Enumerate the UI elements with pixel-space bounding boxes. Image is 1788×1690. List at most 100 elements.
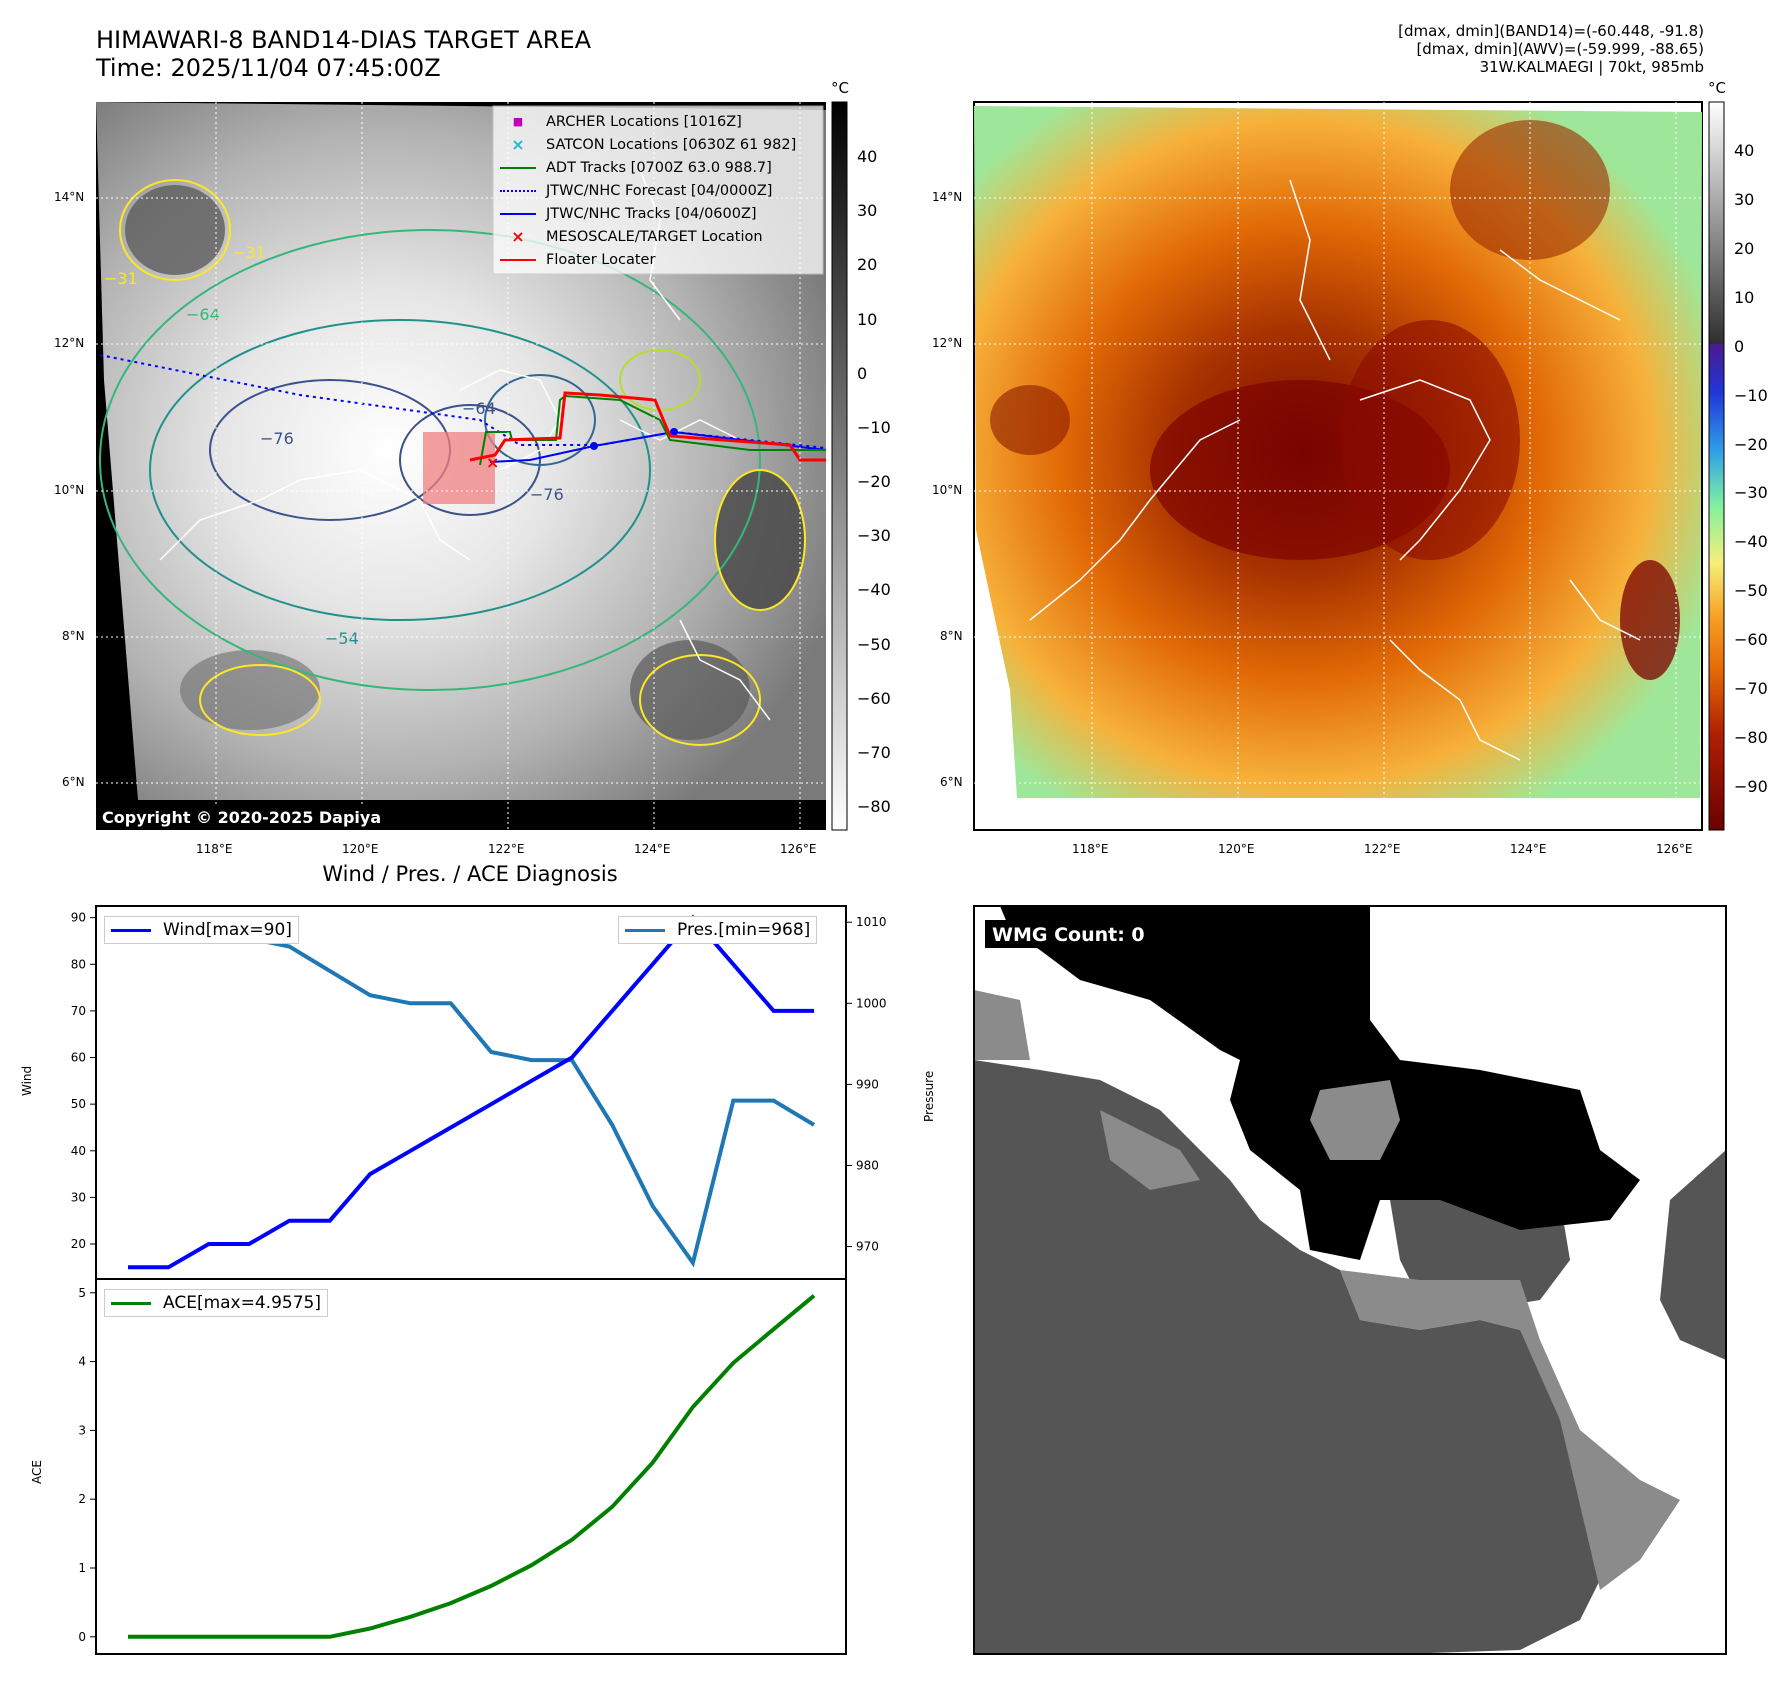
wmg-light-fringe <box>1310 1080 1400 1160</box>
coastline <box>679 619 771 721</box>
contour-ring <box>399 404 541 516</box>
awv-colorbar-tick: 0 <box>1734 336 1745 356</box>
coastline <box>1289 179 1331 361</box>
ir-colorbar-tick: 20 <box>857 255 878 275</box>
ir-colorbar-tick: −40 <box>857 580 891 600</box>
awv-panel <box>973 101 1703 831</box>
adt-track <box>479 394 826 466</box>
ir-colorbar-tick: 40 <box>857 147 878 166</box>
wmg-count-box <box>985 920 1163 948</box>
coastline <box>459 369 561 471</box>
awv-lon-label: 122°E <box>1364 842 1401 856</box>
awv-colorbar-top <box>1709 102 1724 344</box>
figure-title: HIMAWARI-8 BAND14-DIAS TARGET AREA Time:… <box>96 26 591 82</box>
wmg-light-fringe <box>1100 1110 1200 1190</box>
ir-cold-patch <box>180 650 320 730</box>
contour-label: −31 <box>104 269 138 288</box>
wind-axis-tick-label: 30 <box>71 1190 86 1204</box>
ace-legend: ACE[max=4.9575] <box>104 1289 328 1317</box>
legend-symbol-icon: ■ <box>512 115 524 128</box>
wind-legend-label: Wind[max=90] <box>163 920 292 940</box>
contour-ring <box>484 374 596 466</box>
contour-ring <box>639 654 761 746</box>
wind-legend-swatch <box>111 928 151 932</box>
ir-colorbar-tick: 30 <box>857 201 878 221</box>
ir-colorbar-tick: −20 <box>857 472 891 491</box>
pres-axis-tick-label: 980 <box>856 1158 879 1172</box>
ace-legend-label: ACE[max=4.9575] <box>163 1293 321 1313</box>
legend-label: ARCHER Locations [1016Z] <box>546 113 742 130</box>
awv-lat-label: 6°N <box>940 775 963 789</box>
legend-entry: × MESOSCALE/TARGET Location <box>500 225 796 248</box>
legend-entry: × SATCON Locations [0630Z 61 982] <box>500 133 796 156</box>
stats-line-3: 31W.KALMAEGI | 70kt, 985mb <box>1479 58 1704 76</box>
awv-lon-label: 124°E <box>1510 842 1547 856</box>
awv-colorbar-tick: −50 <box>1734 581 1768 601</box>
legend-symbol-icon: × <box>511 227 525 246</box>
ace-axis-tick-label: 3 <box>78 1423 86 1437</box>
legend-box <box>492 105 824 275</box>
jtwc-track-point <box>670 428 678 436</box>
wmg-count-label: WMG Count: 0 <box>992 924 1145 946</box>
target-marker: × <box>486 453 499 472</box>
awv-lon-label: 126°E <box>1656 842 1693 856</box>
ace-panel: 0 1 2 3 4 5 <box>78 1278 847 1655</box>
ace-axis-label: ACE <box>30 1460 44 1484</box>
contour-label: −64 <box>462 399 496 418</box>
wind-axis-tick-label: 60 <box>71 1051 86 1065</box>
ir-colorbar: °C <box>831 79 849 831</box>
ir-colorbar-tick: −80 <box>857 797 891 816</box>
stats-block: [dmax, dmin](BAND14)=(-60.448, -91.8) [d… <box>1398 22 1704 76</box>
contour-ring <box>149 319 651 621</box>
ir-cold-patch <box>125 185 225 275</box>
title-line-1: HIMAWARI-8 BAND14-DIAS TARGET AREA <box>96 26 592 54</box>
ir-lon-label: 126°E <box>780 842 817 856</box>
ace-series-line <box>128 1294 816 1639</box>
wind-axis-tick-label: 80 <box>71 957 86 971</box>
awv-colorbar-tick: 40 <box>1734 141 1755 160</box>
wmg-light-fringe <box>1340 1270 1680 1590</box>
pres-legend-swatch <box>625 928 665 932</box>
coastline <box>159 469 471 561</box>
awv-gridlines <box>974 102 1702 830</box>
contour-label: −64 <box>186 305 220 324</box>
jtwc-forecast-track <box>99 354 827 449</box>
ir-lat-label: 10°N <box>54 483 85 497</box>
contour-ring <box>119 179 231 281</box>
ir-lat-label: 12°N <box>54 336 85 350</box>
ir-colorbar-tick: 0 <box>857 363 868 383</box>
ace-axis-tick-label: 4 <box>78 1355 86 1369</box>
awv-colorbar-unit: °C <box>1708 79 1726 97</box>
pres-legend: Pres.[min=968] <box>618 916 818 944</box>
contour-label: −76 <box>530 485 564 504</box>
ace-axis-tick-label: 2 <box>78 1492 86 1506</box>
legend-entry: JTWC/NHC Forecast [04/0000Z] <box>500 179 796 202</box>
coastline <box>1029 419 1241 621</box>
pres-axis-tick-label: 990 <box>856 1077 879 1091</box>
awv-colorbar-tick: −60 <box>1734 630 1768 650</box>
pres-axis-label: Pressure <box>922 1070 936 1122</box>
wmg-gray-mass <box>1660 1150 1726 1360</box>
wind-pres-panel: 20 30 40 50 60 70 80 90 970 980 990 1000 1010 <box>71 905 887 1280</box>
wmg-light-fringe <box>974 990 1030 1060</box>
jtwc-track-point <box>590 442 598 450</box>
awv-colorbar-bottom <box>1709 344 1724 830</box>
contour-ring <box>99 229 761 691</box>
ir-cold-patch <box>630 640 750 740</box>
wind-legend: Wind[max=90] <box>104 916 299 944</box>
awv-colorbar-tick: 10 <box>1734 287 1755 307</box>
contour-label: −54 <box>325 629 359 648</box>
awv-colorbar-tick: −30 <box>1734 483 1768 503</box>
legend-label: Floater Locater <box>546 251 656 268</box>
stats-line-2: [dmax, dmin](AWV)=(-59.999, -88.65) <box>1416 40 1704 58</box>
ir-colorbar-bar <box>831 101 848 831</box>
ir-lon-label: 118°E <box>196 842 233 856</box>
awv-colorbar-tick: −10 <box>1734 385 1768 405</box>
stats-line-1: [dmax, dmin](BAND14)=(-60.448, -91.8) <box>1398 22 1704 40</box>
legend-label: JTWC/NHC Forecast [04/0000Z] <box>546 182 773 199</box>
ir-lat-label: 6°N <box>62 775 85 789</box>
awv-lat-label: 12°N <box>932 336 963 350</box>
legend-symbol-icon <box>500 212 536 215</box>
contour-label: −76 <box>260 429 294 448</box>
ir-lon-label: 124°E <box>634 842 671 856</box>
